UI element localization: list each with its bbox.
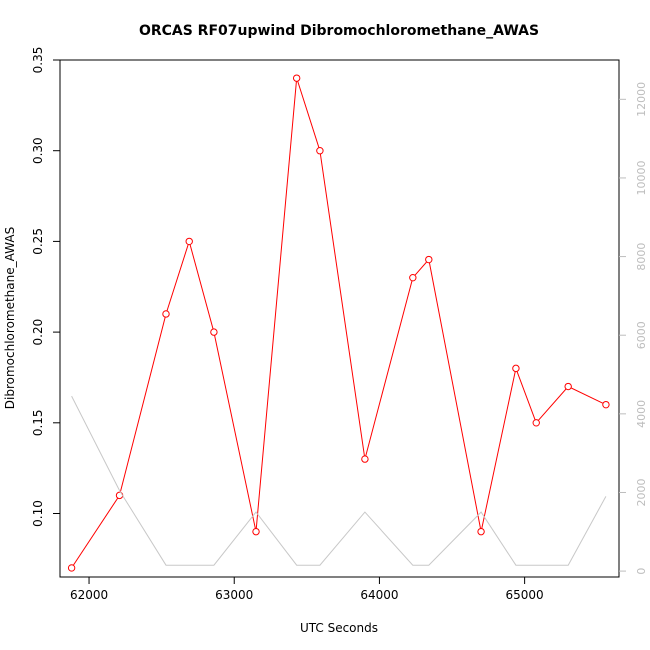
x-tick-label: 64000: [360, 588, 398, 602]
x-tick-label: 63000: [215, 588, 253, 602]
x-tick-label: 62000: [70, 588, 108, 602]
y-tick-label: 0.25: [31, 228, 45, 255]
data-point: [361, 455, 369, 463]
data-point: [292, 74, 301, 82]
y2-tick-label: 2000: [635, 478, 648, 506]
y-tick-label: 0.30: [31, 137, 45, 164]
y-axis-left: 0.10 0.15 0.20 0.25 0.30 0.35: [31, 47, 60, 527]
data-point: [512, 364, 520, 373]
data-point: [477, 527, 485, 536]
y-tick-label: 0.35: [31, 47, 45, 74]
data-point: [162, 310, 170, 318]
data-point: [185, 237, 193, 246]
y-tick-label: 0.10: [31, 500, 45, 527]
y2-tick-label: 4000: [635, 400, 648, 428]
y2-tick-label: 12000: [635, 82, 648, 117]
chart-title: ORCAS RF07upwind Dibromochloromethane_AW…: [139, 23, 539, 39]
y2-tick-label: 10000: [635, 160, 648, 195]
y-tick-label: 0.15: [31, 409, 45, 436]
y2-tick-label: 0: [635, 568, 648, 575]
data-point: [316, 147, 324, 155]
data-point: [210, 328, 218, 336]
series-line-right: [71, 395, 607, 566]
data-point: [425, 255, 433, 264]
y2-tick-label: 6000: [635, 321, 648, 349]
data-point: [252, 527, 260, 536]
x-axis: 62000 63000 64000 65000: [70, 577, 544, 602]
data-point: [115, 491, 124, 500]
y-axis-label: Dibromochloromethane_AWAS: [3, 227, 17, 409]
data-point: [564, 382, 572, 391]
series-line-left: [71, 77, 607, 569]
x-axis-label: UTC Seconds: [300, 621, 378, 635]
y-axis-right: 0 2000 4000 6000 8000 10000 12000: [619, 82, 648, 575]
data-point: [532, 419, 540, 427]
plot-frame: [59, 59, 620, 578]
y2-tick-label: 8000: [635, 243, 648, 271]
data-point: [602, 400, 610, 409]
series-layer: [67, 74, 610, 572]
x-tick-label: 65000: [506, 588, 544, 602]
data-point: [409, 273, 417, 282]
data-point: [67, 564, 76, 572]
y-tick-label: 0.20: [31, 319, 45, 346]
